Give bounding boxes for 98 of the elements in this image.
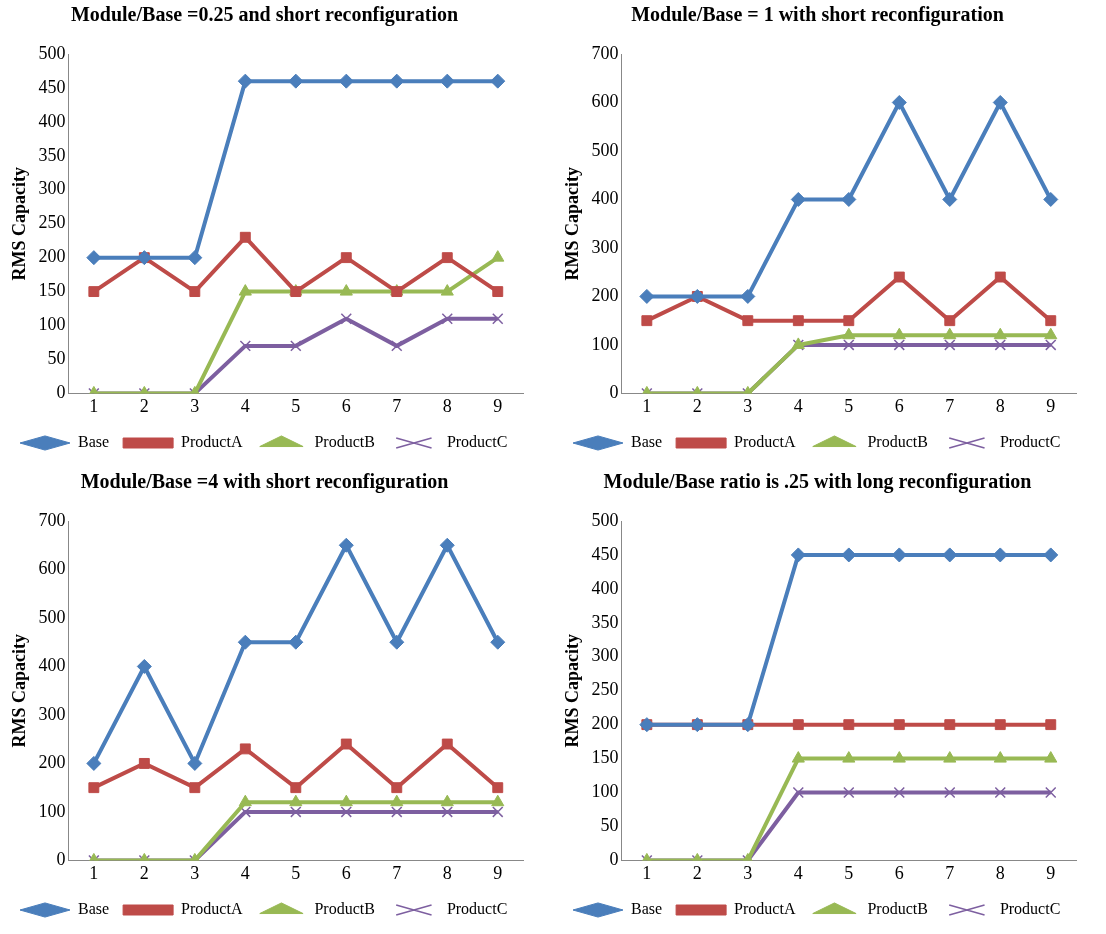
legend-label: ProductA xyxy=(734,900,796,918)
x-tick-label: 5 xyxy=(291,395,301,416)
y-tick-label: 150 xyxy=(591,747,619,768)
x-tick-label: 3 xyxy=(190,862,200,883)
y-tick-label: 100 xyxy=(38,800,66,821)
y-tick-label: 400 xyxy=(591,188,619,209)
y-tick-label: 500 xyxy=(38,42,66,63)
y-tick-label: 300 xyxy=(591,236,619,257)
x-tick-label: 3 xyxy=(190,395,200,416)
x-tick-label: 9 xyxy=(1046,395,1056,416)
y-axis-title: RMS Capacity xyxy=(562,633,583,748)
y-tick-label: 50 xyxy=(600,815,619,836)
chart-title: Module/Base =4 with short reconfiguration xyxy=(80,470,449,494)
legend-label: ProductC xyxy=(446,900,508,918)
x-tick-label: 4 xyxy=(793,862,803,883)
x-tick-label: 2 xyxy=(692,862,702,883)
y-tick-label: 700 xyxy=(591,42,619,63)
y-tick-label: 250 xyxy=(591,679,619,700)
legend-label: ProductB xyxy=(867,433,928,451)
chart-title: Module/Base = 1 with short reconfiguration xyxy=(631,3,1004,27)
x-tick-label: 6 xyxy=(341,395,351,416)
y-tick-label: 500 xyxy=(591,509,619,530)
x-tick-label: 5 xyxy=(844,395,854,416)
x-tick-label: 5 xyxy=(844,862,854,883)
chart-title: Module/Base ratio is .25 with long reconfiguration xyxy=(603,470,1032,494)
legend-label: Base xyxy=(631,900,663,918)
legend-label: ProductA xyxy=(181,433,243,451)
x-tick-label: 2 xyxy=(692,395,702,416)
y-axis-title: RMS Capacity xyxy=(9,166,30,281)
legend-label: Base xyxy=(78,433,110,451)
y-tick-label: 200 xyxy=(38,752,66,773)
y-tick-label: 600 xyxy=(38,558,66,579)
y-tick-label: 200 xyxy=(38,246,66,267)
y-tick-label: 100 xyxy=(38,314,66,335)
x-tick-label: 1 xyxy=(89,395,99,416)
x-tick-label: 1 xyxy=(89,862,99,883)
y-tick-label: 300 xyxy=(591,645,619,666)
x-tick-label: 3 xyxy=(743,395,753,416)
x-tick-label: 6 xyxy=(894,395,904,416)
legend-label: ProductA xyxy=(734,433,796,451)
y-tick-label: 0 xyxy=(56,382,66,403)
legend-label: ProductB xyxy=(314,433,375,451)
y-tick-label: 400 xyxy=(38,655,66,676)
y-tick-label: 0 xyxy=(609,849,619,870)
x-tick-label: 8 xyxy=(442,395,452,416)
y-tick-label: 250 xyxy=(38,212,66,233)
y-tick-label: 50 xyxy=(47,348,66,369)
x-tick-label: 4 xyxy=(240,395,250,416)
y-tick-label: 200 xyxy=(591,713,619,734)
y-tick-label: 450 xyxy=(591,543,619,564)
y-axis-title: RMS Capacity xyxy=(9,633,30,748)
legend-label: ProductB xyxy=(314,900,375,918)
x-tick-label: 3 xyxy=(743,862,753,883)
y-tick-label: 400 xyxy=(38,110,66,131)
legend-label: Base xyxy=(78,900,110,918)
x-tick-label: 9 xyxy=(493,395,503,416)
y-tick-label: 400 xyxy=(591,577,619,598)
x-tick-label: 8 xyxy=(995,862,1005,883)
y-tick-label: 500 xyxy=(591,139,619,160)
y-tick-label: 200 xyxy=(591,285,619,306)
x-tick-label: 9 xyxy=(493,862,503,883)
x-tick-label: 6 xyxy=(894,862,904,883)
x-tick-label: 7 xyxy=(392,862,402,883)
chart-title: Module/Base =0.25 and short reconfiguration xyxy=(70,3,459,27)
y-tick-label: 0 xyxy=(56,849,66,870)
y-tick-label: 100 xyxy=(591,781,619,802)
y-tick-label: 450 xyxy=(38,76,66,97)
x-tick-label: 1 xyxy=(642,862,652,883)
y-tick-label: 0 xyxy=(609,382,619,403)
x-tick-label: 8 xyxy=(995,395,1005,416)
y-tick-label: 350 xyxy=(591,611,619,632)
y-axis-title: RMS Capacity xyxy=(562,166,583,281)
legend-label: ProductC xyxy=(999,433,1061,451)
x-tick-label: 7 xyxy=(945,395,955,416)
x-tick-label: 6 xyxy=(341,862,351,883)
y-tick-label: 700 xyxy=(38,509,66,530)
x-tick-label: 7 xyxy=(945,862,955,883)
y-tick-label: 500 xyxy=(38,606,66,627)
x-tick-label: 9 xyxy=(1046,862,1056,883)
x-tick-label: 2 xyxy=(139,862,149,883)
legend-label: ProductA xyxy=(181,900,243,918)
legend-label: Base xyxy=(631,433,663,451)
x-tick-label: 7 xyxy=(392,395,402,416)
y-tick-label: 100 xyxy=(591,333,619,354)
legend-label: ProductC xyxy=(446,433,508,451)
x-tick-label: 4 xyxy=(240,862,250,883)
y-tick-label: 300 xyxy=(38,703,66,724)
legend-label: ProductB xyxy=(867,900,928,918)
x-tick-label: 2 xyxy=(139,395,149,416)
legend-label: ProductC xyxy=(999,900,1061,918)
y-tick-label: 150 xyxy=(38,280,66,301)
y-tick-label: 300 xyxy=(38,178,66,199)
x-tick-label: 8 xyxy=(442,862,452,883)
x-tick-label: 4 xyxy=(793,395,803,416)
y-tick-label: 600 xyxy=(591,91,619,112)
x-tick-label: 5 xyxy=(291,862,301,883)
y-tick-label: 350 xyxy=(38,144,66,165)
x-tick-label: 1 xyxy=(642,395,652,416)
